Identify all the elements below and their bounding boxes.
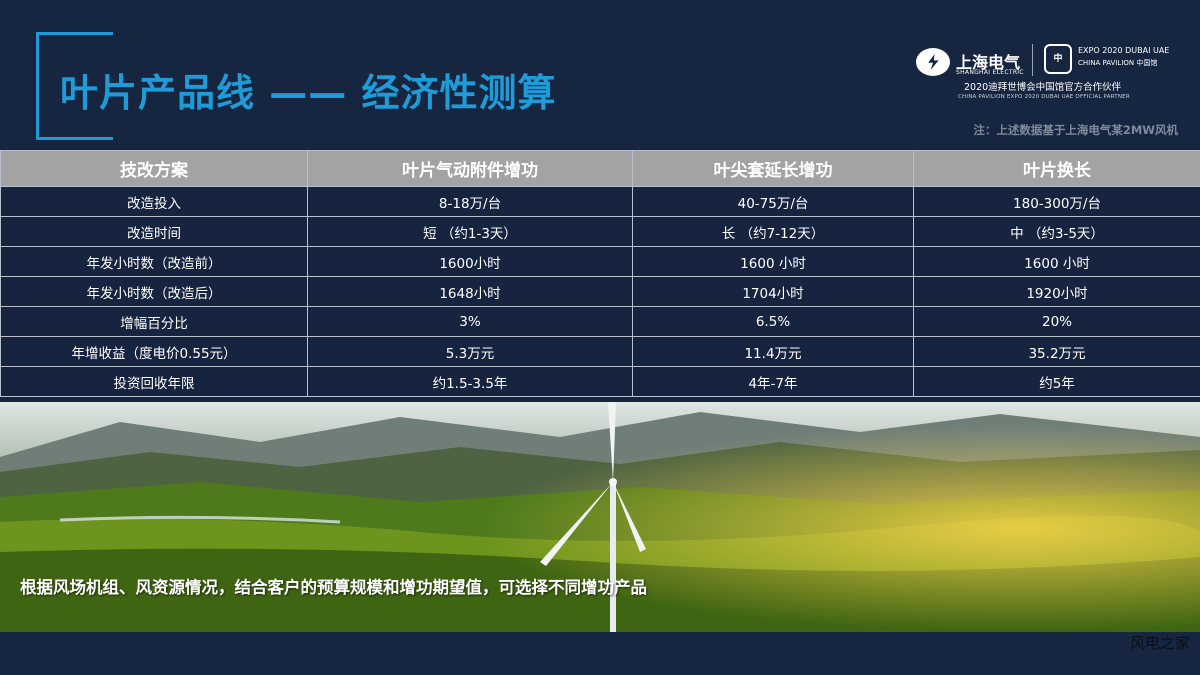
table-header-row: 技改方案 叶片气动附件增功 叶尖套延长增功 叶片换长 — [0, 150, 1200, 187]
table-cell: 1600小时 — [307, 246, 633, 277]
header-cell: 叶片换长 — [913, 150, 1200, 187]
table-cell: 6.5% — [632, 306, 914, 337]
row-label: 年发小时数（改造前） — [0, 246, 308, 277]
table-cell: 40-75万/台 — [632, 186, 914, 217]
wind-turbine — [540, 402, 646, 632]
brand-cn: 上海电气 — [956, 53, 1021, 72]
row-label: 改造投入 — [0, 186, 308, 217]
economics-table: 技改方案 叶片气动附件增功 叶尖套延长增功 叶片换长 改造投入 8-18万/台 … — [0, 150, 1200, 397]
header-cell: 叶尖套延长增功 — [632, 150, 914, 187]
brand-en: SHANGHAI ELECTRIC — [956, 69, 1024, 76]
table-cell: 180-300万/台 — [913, 186, 1200, 217]
row-label: 年发小时数（改造后） — [0, 276, 308, 307]
table-cell: 35.2万元 — [913, 336, 1200, 367]
table-row: 改造时间 短 （约1-3天） 长 （约7-12天） 中 （约3-5天） — [0, 216, 1200, 247]
shanghai-electric-logo: 上海电气 SHANGHAI ELECTRIC — [916, 46, 1026, 80]
header-cell: 叶片气动附件增功 — [307, 150, 633, 187]
table-cell: 1600 小时 — [632, 246, 914, 277]
table-cell: 5.3万元 — [307, 336, 633, 367]
table-cell: 20% — [913, 306, 1200, 337]
table-row: 年发小时数（改造前） 1600小时 1600 小时 1600 小时 — [0, 246, 1200, 277]
table-cell: 4年-7年 — [632, 366, 914, 397]
table-cell: 3% — [307, 306, 633, 337]
table-cell: 1704小时 — [632, 276, 914, 307]
title-bracket — [36, 32, 113, 140]
partner-cn: 2020迪拜世博会中国馆官方合作伙伴 — [964, 82, 1122, 93]
landscape-illustration — [0, 402, 1200, 632]
table-cell: 约1.5-3.5年 — [307, 366, 633, 397]
table-row: 改造投入 8-18万/台 40-75万/台 180-300万/台 — [0, 186, 1200, 217]
row-label: 增幅百分比 — [0, 306, 308, 337]
table-row: 年发小时数（改造后） 1648小时 1704小时 1920小时 — [0, 276, 1200, 307]
table-cell: 1920小时 — [913, 276, 1200, 307]
expo-line1: EXPO 2020 DUBAI UAE — [1078, 46, 1170, 55]
china-pavilion-mark-icon: 中 — [1044, 44, 1072, 74]
row-label: 年增收益（度电价0.55元） — [0, 336, 308, 367]
data-note: 注：上述数据基于上海电气某2MW风机 — [973, 123, 1178, 137]
header-cell: 技改方案 — [0, 150, 308, 187]
partner-en: CHINA PAVILION EXPO 2020 DUBAI UAE OFFIC… — [958, 94, 1130, 100]
table-cell: 短 （约1-3天） — [307, 216, 633, 247]
watermark: 风电之家 — [1129, 634, 1190, 652]
table-cell: 长 （约7-12天） — [632, 216, 914, 247]
table-cell: 8-18万/台 — [307, 186, 633, 217]
table-cell: 中 （约3-5天） — [913, 216, 1200, 247]
table-row: 增幅百分比 3% 6.5% 20% — [0, 306, 1200, 337]
logo-divider — [1032, 44, 1033, 76]
row-label: 改造时间 — [0, 216, 308, 247]
logo-area: 上海电气 SHANGHAI ELECTRIC 中 EXPO 2020 DUBAI… — [912, 42, 1180, 112]
table-cell: 11.4万元 — [632, 336, 914, 367]
page-title: 叶片产品线 —— 经济性测算 — [60, 71, 557, 115]
table-row: 年增收益（度电价0.55元） 5.3万元 11.4万元 35.2万元 — [0, 336, 1200, 367]
table-cell: 1648小时 — [307, 276, 633, 307]
row-label: 投资回收年限 — [0, 366, 308, 397]
wind-farm-landscape-image: 根据风场机组、风资源情况，结合客户的预算规模和增功期望值，可选择不同增功产品 — [0, 402, 1200, 632]
table-cell: 约5年 — [913, 366, 1200, 397]
table-cell: 1600 小时 — [913, 246, 1200, 277]
photo-caption: 根据风场机组、风资源情况，结合客户的预算规模和增功期望值，可选择不同增功产品 — [20, 578, 647, 597]
table-row: 投资回收年限 约1.5-3.5年 4年-7年 约5年 — [0, 366, 1200, 397]
shanghai-electric-mark-icon — [916, 48, 950, 76]
expo-line2: CHINA PAVILION 中国馆 — [1078, 59, 1158, 67]
